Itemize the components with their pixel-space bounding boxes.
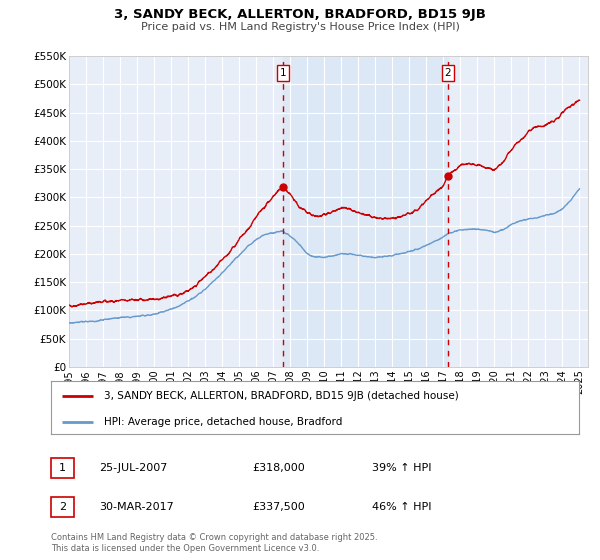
Text: 1: 1 [59, 463, 66, 473]
Bar [283, 56, 448, 367]
Text: 3, SANDY BECK, ALLERTON, BRADFORD, BD15 9JB (detached house): 3, SANDY BECK, ALLERTON, BRADFORD, BD15 … [104, 391, 458, 401]
Text: Contains HM Land Registry data © Crown copyright and database right 2025.
This d: Contains HM Land Registry data © Crown c… [51, 533, 377, 553]
Text: 2: 2 [445, 68, 451, 78]
Text: Price paid vs. HM Land Registry's House Price Index (HPI): Price paid vs. HM Land Registry's House … [140, 22, 460, 32]
Text: £337,500: £337,500 [252, 502, 305, 512]
Text: 39% ↑ HPI: 39% ↑ HPI [372, 463, 431, 473]
Text: HPI: Average price, detached house, Bradford: HPI: Average price, detached house, Brad… [104, 417, 342, 427]
Text: 25-JUL-2007: 25-JUL-2007 [99, 463, 167, 473]
Text: 30-MAR-2017: 30-MAR-2017 [99, 502, 174, 512]
Text: 46% ↑ HPI: 46% ↑ HPI [372, 502, 431, 512]
Text: 3, SANDY BECK, ALLERTON, BRADFORD, BD15 9JB: 3, SANDY BECK, ALLERTON, BRADFORD, BD15 … [114, 8, 486, 21]
Text: 1: 1 [280, 68, 286, 78]
Text: £318,000: £318,000 [252, 463, 305, 473]
Text: 2: 2 [59, 502, 66, 512]
